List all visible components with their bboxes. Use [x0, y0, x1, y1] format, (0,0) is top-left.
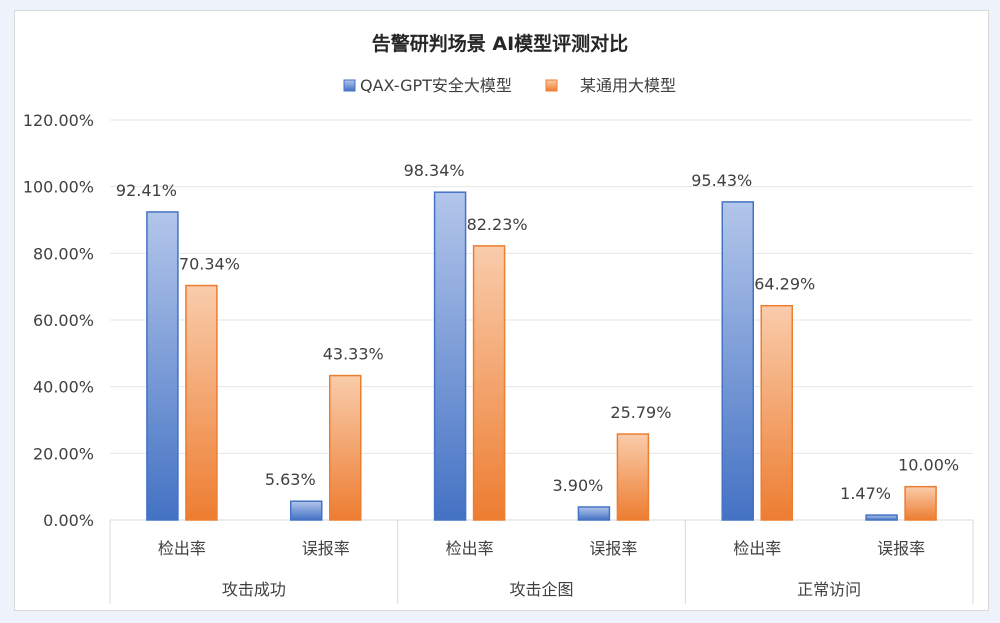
bar-series-2	[329, 374, 362, 521]
bar-series-2	[904, 485, 937, 521]
legend-swatch-series-1	[343, 79, 356, 92]
x-category-label: 检出率	[446, 539, 494, 558]
y-tick-label: 60.00%	[33, 311, 94, 330]
y-tick-label: 120.00%	[23, 111, 94, 130]
data-label-series-1: 92.41%	[116, 181, 177, 200]
x-category-label: 检出率	[733, 539, 781, 558]
bars	[146, 191, 937, 521]
y-tick-label: 40.00%	[33, 378, 94, 397]
y-tick-label: 100.00%	[23, 178, 94, 197]
x-category-label: 检出率	[158, 539, 206, 558]
bar-series-1	[290, 500, 323, 521]
legend-swatch-series-2	[545, 79, 558, 92]
data-label-series-1: 95.43%	[691, 171, 752, 190]
data-label-series-2: 25.79%	[610, 403, 671, 422]
x-category-label: 误报率	[302, 539, 350, 558]
data-label-series-1: 3.90%	[553, 476, 604, 495]
legend-label-series-1: QAX-GPT安全大模型	[360, 76, 512, 95]
data-label-series-2: 70.34%	[179, 255, 240, 274]
y-tick-label: 20.00%	[33, 444, 94, 463]
x-category-label: 误报率	[589, 539, 637, 558]
x-group-label: 攻击企图	[509, 580, 573, 599]
bar-series-1	[577, 506, 611, 521]
data-label-series-1: 98.34%	[404, 161, 465, 180]
bar-series-1	[146, 211, 179, 521]
bar-series-2	[472, 245, 506, 521]
x-group-label: 正常访问	[797, 580, 861, 599]
x-category-label: 误报率	[877, 539, 925, 558]
y-tick-label: 80.00%	[33, 244, 94, 263]
bar-series-1	[865, 514, 898, 521]
data-label-series-1: 1.47%	[840, 484, 891, 503]
bar-series-2	[616, 433, 650, 521]
legend: QAX-GPT安全大模型 某通用大模型	[343, 76, 676, 95]
y-axis-ticks: 0.00% 20.00% 40.00% 60.00% 80.00% 100.00% 120.…	[23, 111, 94, 530]
bar-series-2	[185, 284, 218, 521]
data-label-series-2: 64.29%	[754, 275, 815, 294]
bar-series-1	[433, 191, 467, 521]
gridlines	[110, 119, 973, 521]
x-group-label: 攻击成功	[222, 580, 286, 599]
legend-label-series-2: 某通用大模型	[580, 76, 676, 95]
data-label-series-2: 43.33%	[323, 345, 384, 364]
data-labels: 92.41% 70.34% 5.63% 43.33% 98.34% 82.23% 3.90%…	[116, 161, 959, 503]
y-tick-label: 0.00%	[43, 511, 94, 530]
chart-title: 告警研判场景 AI模型评测对比	[372, 32, 628, 55]
bar-series-2	[760, 304, 793, 521]
data-label-series-1: 5.63%	[265, 470, 316, 489]
bar-series-1	[721, 201, 754, 521]
data-label-series-2: 82.23%	[467, 215, 528, 234]
data-label-series-2: 10.00%	[898, 456, 959, 475]
